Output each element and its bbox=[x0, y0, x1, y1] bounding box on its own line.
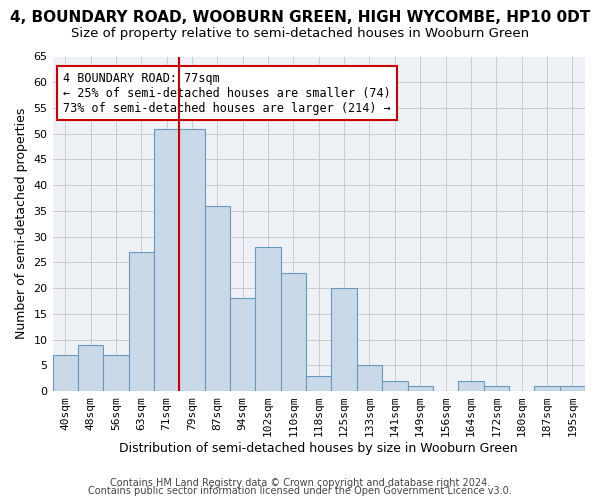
Bar bbox=[458, 381, 484, 391]
Bar bbox=[484, 386, 509, 391]
Bar bbox=[154, 128, 179, 391]
Bar bbox=[560, 386, 585, 391]
Bar bbox=[53, 355, 78, 391]
Bar bbox=[357, 366, 382, 391]
Text: 4, BOUNDARY ROAD, WOOBURN GREEN, HIGH WYCOMBE, HP10 0DT: 4, BOUNDARY ROAD, WOOBURN GREEN, HIGH WY… bbox=[10, 10, 590, 25]
Bar bbox=[306, 376, 331, 391]
Bar bbox=[179, 128, 205, 391]
Bar bbox=[281, 272, 306, 391]
Bar bbox=[331, 288, 357, 391]
Bar bbox=[230, 298, 256, 391]
Text: Contains public sector information licensed under the Open Government Licence v3: Contains public sector information licen… bbox=[88, 486, 512, 496]
Text: Size of property relative to semi-detached houses in Wooburn Green: Size of property relative to semi-detach… bbox=[71, 28, 529, 40]
Bar bbox=[205, 206, 230, 391]
Bar bbox=[78, 345, 103, 391]
Text: 4 BOUNDARY ROAD: 77sqm
← 25% of semi-detached houses are smaller (74)
73% of sem: 4 BOUNDARY ROAD: 77sqm ← 25% of semi-det… bbox=[63, 72, 391, 114]
Bar bbox=[534, 386, 560, 391]
Bar bbox=[256, 247, 281, 391]
Bar bbox=[103, 355, 128, 391]
X-axis label: Distribution of semi-detached houses by size in Wooburn Green: Distribution of semi-detached houses by … bbox=[119, 442, 518, 455]
Bar bbox=[382, 381, 407, 391]
Bar bbox=[407, 386, 433, 391]
Text: Contains HM Land Registry data © Crown copyright and database right 2024.: Contains HM Land Registry data © Crown c… bbox=[110, 478, 490, 488]
Bar bbox=[128, 252, 154, 391]
Y-axis label: Number of semi-detached properties: Number of semi-detached properties bbox=[15, 108, 28, 340]
